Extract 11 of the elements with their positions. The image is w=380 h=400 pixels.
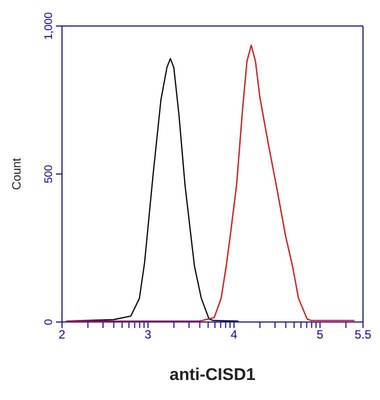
x-tick-label: 3 [144, 328, 152, 342]
line-series [66, 44, 355, 322]
x-tick-label: 5.5 [354, 328, 372, 342]
y-tick-label: 0 [43, 318, 55, 326]
x-tick-label: 4 [230, 328, 238, 342]
y-tick-label: 1,000 [43, 12, 55, 40]
x-tick-label: 2 [58, 328, 66, 342]
y-axis-title: Count [9, 157, 24, 190]
x-tick-label: 5 [316, 328, 324, 342]
x-axis-title: anti-CISD1 [170, 365, 256, 384]
y-tick-label: 500 [43, 164, 55, 184]
